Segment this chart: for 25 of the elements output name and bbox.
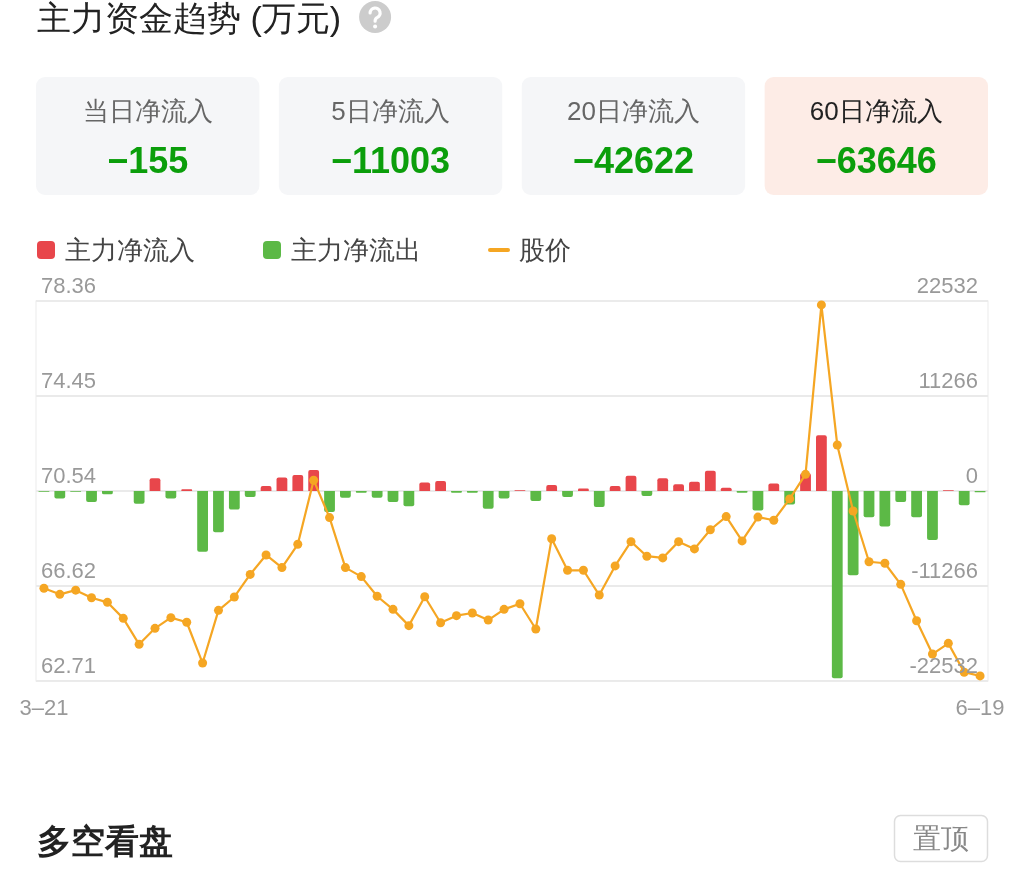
y2-tick-label: 0 <box>965 463 978 488</box>
legend-label: 主力净流入 <box>65 235 195 265</box>
text: −11003 <box>330 140 451 181</box>
text: 5日净流入 <box>331 96 450 126</box>
text: −155 <box>107 140 189 181</box>
x-tick-label: 3–21 <box>19 695 69 720</box>
y-tick-label: 78.36 <box>41 273 97 298</box>
text: −42622 <box>572 140 695 181</box>
text: 置顶 <box>913 823 969 854</box>
text: 20日净流入 <box>566 96 700 126</box>
text: 60日净流入 <box>809 96 943 126</box>
legend-label: 主力净流出 <box>291 235 421 265</box>
y2-tick-label: 11266 <box>918 368 978 393</box>
text: 主力资金趋势 (万元) <box>37 0 342 37</box>
y-tick-label: 62.71 <box>41 653 97 678</box>
y-tick-label: 66.62 <box>41 558 97 584</box>
x-tick-label: 6–19 <box>955 695 1005 720</box>
y2-tick-label: -11266 <box>911 558 978 583</box>
y-tick-label: 70.54 <box>41 462 97 488</box>
y-tick-label: 74.45 <box>41 367 97 393</box>
text: 多空看盘 <box>37 822 173 860</box>
y2-tick-label: 22532 <box>916 273 978 298</box>
legend-label: 股价 <box>519 235 571 265</box>
text: 当日净流入 <box>82 96 213 126</box>
text: −63646 <box>815 140 937 181</box>
